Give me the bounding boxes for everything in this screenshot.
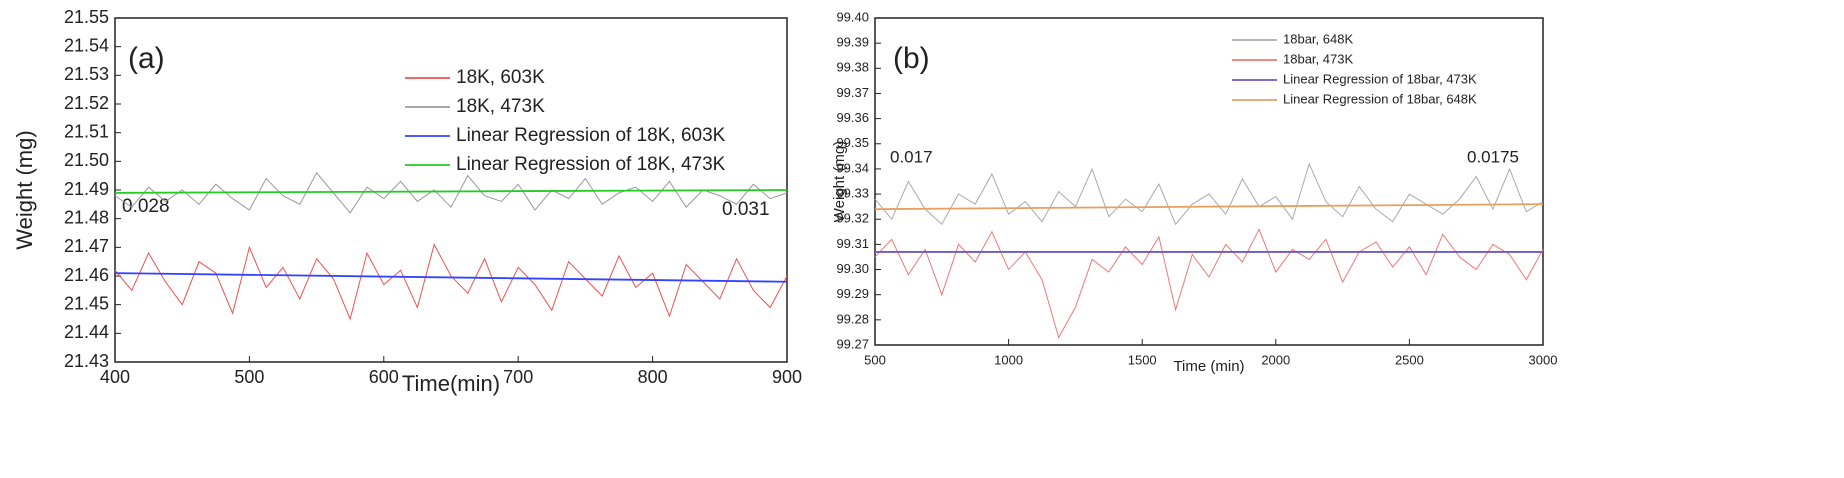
y-axis-title: Weight (mg) <box>831 141 848 222</box>
y-tick-label: 99.37 <box>836 85 869 100</box>
y-axis-title: Weight (mg) <box>12 130 37 249</box>
x-tick-label: 1000 <box>994 352 1023 367</box>
y-tick-label: 21.53 <box>64 64 109 84</box>
legend-label: Linear Regression of 18bar, 473K <box>1283 71 1477 86</box>
series-line <box>874 203 1544 211</box>
y-tick-label: 21.43 <box>64 351 109 371</box>
y-tick-label: 99.32 <box>836 211 869 226</box>
x-tick-label: 2000 <box>1261 352 1290 367</box>
annotation: 0.031 <box>722 199 770 220</box>
y-tick-label: 99.40 <box>836 9 869 24</box>
y-tick-label: 21.49 <box>64 179 109 199</box>
x-tick-label: 500 <box>234 367 264 387</box>
y-tick-label: 99.39 <box>836 35 869 50</box>
y-tick-label: 99.33 <box>836 186 869 201</box>
y-tick-label: 99.36 <box>836 110 869 125</box>
x-tick-label: 400 <box>100 367 130 387</box>
y-tick-label: 21.46 <box>64 265 109 285</box>
y-tick-label: 99.35 <box>836 135 869 150</box>
x-tick-label: 900 <box>772 367 802 387</box>
x-tick-label: 3000 <box>1529 352 1558 367</box>
y-tick-label: 21.50 <box>64 150 109 170</box>
panel-label: (b) <box>893 42 930 75</box>
legend-label: Linear Regression of 18K, 473K <box>456 154 726 175</box>
y-tick-label: 21.54 <box>64 35 109 55</box>
y-tick-label: 21.44 <box>64 322 109 342</box>
x-tick-label: 500 <box>864 352 886 367</box>
y-tick-label: 21.47 <box>64 236 109 256</box>
x-tick-label: 600 <box>369 367 399 387</box>
series-line <box>874 228 1544 339</box>
y-tick-label: 99.27 <box>836 336 869 351</box>
x-tick-label: 2500 <box>1395 352 1424 367</box>
x-tick-label: 800 <box>638 367 668 387</box>
y-tick-label: 99.31 <box>836 236 869 251</box>
legend-label: Linear Regression of 18bar, 648K <box>1283 91 1477 106</box>
panel-label: (a) <box>128 42 165 75</box>
y-tick-label: 21.51 <box>64 121 109 141</box>
series-line <box>114 243 788 321</box>
legend-label: 18bar, 648K <box>1283 31 1353 46</box>
x-tick-label: 700 <box>503 367 533 387</box>
y-tick-label: 21.55 <box>64 7 109 27</box>
y-tick-label: 99.34 <box>836 160 869 175</box>
annotation: 0.028 <box>122 196 170 217</box>
y-tick-label: 21.45 <box>64 293 109 313</box>
x-axis-title: Time(min) <box>402 371 500 396</box>
legend-label: Linear Regression of 18K, 603K <box>456 125 726 146</box>
y-tick-label: 21.48 <box>64 207 109 227</box>
y-tick-label: 21.52 <box>64 93 109 113</box>
legend-label: 18bar, 473K <box>1283 51 1353 66</box>
annotation: 0.0175 <box>1467 147 1519 166</box>
x-tick-label: 1500 <box>1128 352 1157 367</box>
series-line <box>114 272 788 283</box>
series-line <box>874 162 1544 226</box>
annotation: 0.017 <box>890 147 933 166</box>
x-axis-title: Time (min) <box>1173 358 1244 375</box>
y-tick-label: 99.29 <box>836 286 869 301</box>
legend-label: 18K, 473K <box>456 96 545 117</box>
plot-frame <box>874 17 1544 346</box>
series-line <box>114 189 788 194</box>
y-tick-label: 99.30 <box>836 261 869 276</box>
legend-label: 18K, 603K <box>456 67 545 88</box>
y-tick-label: 99.38 <box>836 60 869 75</box>
y-tick-label: 99.28 <box>836 311 869 326</box>
